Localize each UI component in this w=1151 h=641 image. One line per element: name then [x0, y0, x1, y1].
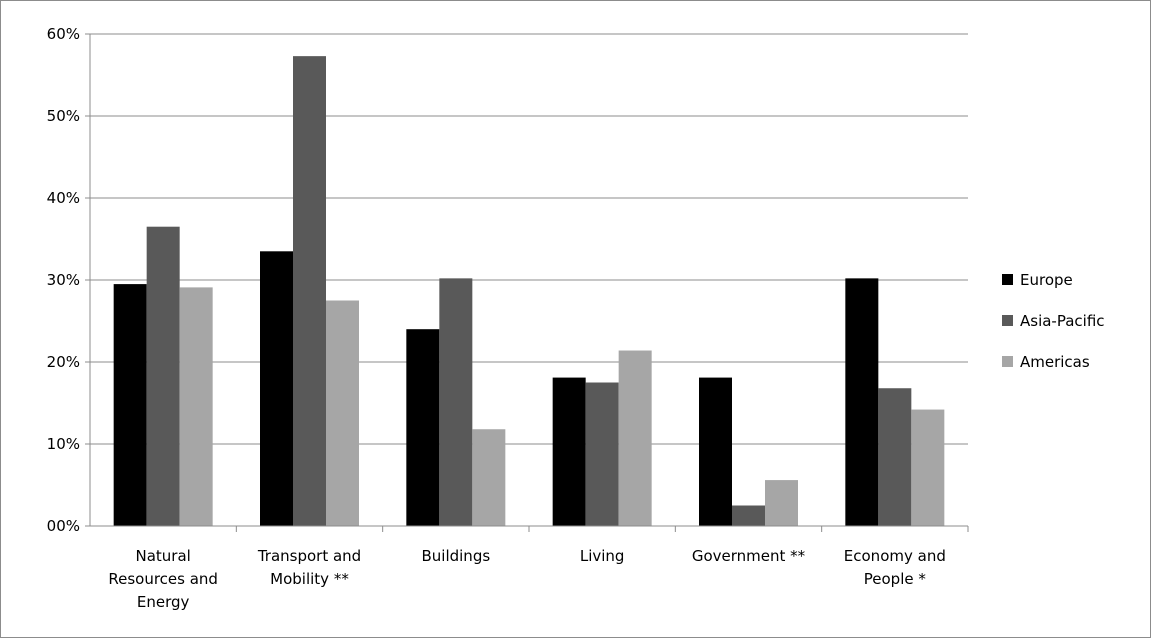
bar-europe	[699, 377, 732, 526]
x-axis-category-labels: Natural Resources and Energy Transport and M…	[108, 547, 946, 611]
bar-americas	[179, 287, 213, 526]
y-tick-label: 20%	[47, 353, 80, 371]
x-category-label: Buildings	[421, 547, 490, 565]
bar-europe	[113, 284, 147, 526]
bar-americas	[326, 300, 359, 526]
y-tick-label: 10%	[47, 435, 80, 453]
legend-label: Europe	[1020, 271, 1073, 289]
x-category-label: Living	[580, 547, 625, 565]
y-tick-label: 00%	[47, 517, 80, 535]
legend-label: Asia-Pacific	[1020, 312, 1105, 330]
bar-asia-pacific	[878, 388, 912, 526]
x-category-label: Economy and People *	[844, 547, 946, 588]
x-category-label: Natural Resources and Energy	[108, 547, 218, 611]
legend-swatch	[1002, 356, 1013, 367]
bar-asia-pacific	[293, 56, 326, 526]
legend-swatch	[1002, 274, 1013, 285]
y-tick-label: 30%	[47, 271, 80, 289]
y-tick-label: 50%	[47, 107, 80, 125]
legend-label: Americas	[1020, 353, 1090, 371]
bar-americas	[472, 429, 506, 526]
bars	[113, 56, 945, 527]
bar-europe	[406, 329, 440, 526]
bar-americas	[618, 350, 652, 526]
legend-swatch	[1002, 315, 1013, 326]
bar-americas	[765, 480, 798, 526]
bar-asia-pacific	[732, 505, 765, 526]
bar-europe	[552, 377, 586, 526]
y-tick-label: 40%	[47, 189, 80, 207]
bar-asia-pacific	[585, 382, 619, 526]
bar-europe	[845, 278, 879, 526]
axes	[89, 34, 969, 532]
bar-americas	[911, 409, 945, 526]
bar-asia-pacific	[439, 278, 473, 526]
legend: Europe Asia-Pacific Americas	[1002, 271, 1105, 371]
grid-lines	[90, 33, 968, 445]
bar-europe	[260, 251, 293, 527]
y-tick-label: 60%	[47, 25, 80, 43]
y-axis-ticks: 00% 10% 20% 30% 40% 50% 60%	[47, 25, 90, 535]
x-category-label: Transport and Mobility **	[257, 547, 361, 588]
bar-asia-pacific	[146, 226, 180, 526]
x-category-label: Government **	[692, 547, 806, 565]
